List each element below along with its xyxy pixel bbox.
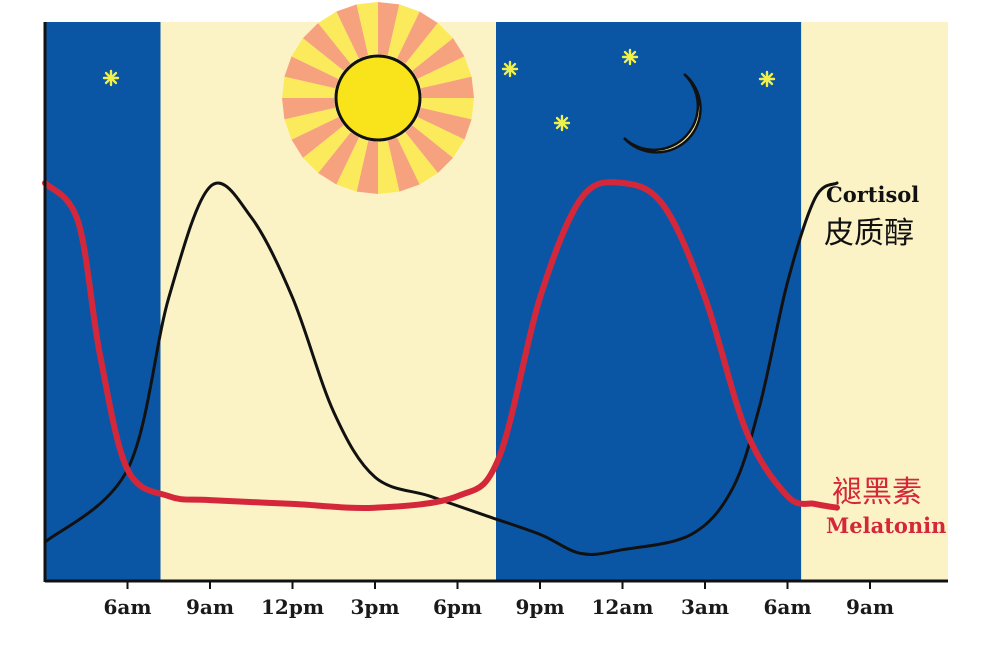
sun-ray bbox=[412, 117, 465, 158]
sun-ray bbox=[420, 98, 474, 120]
star-ray bbox=[503, 62, 517, 76]
sun-ray bbox=[378, 140, 400, 194]
sun-ray bbox=[302, 22, 351, 71]
sun-ray bbox=[282, 76, 336, 98]
sun-ray bbox=[284, 107, 339, 140]
sun-ray bbox=[417, 56, 472, 89]
tick-label: 9am bbox=[846, 595, 894, 619]
tick-label: 12am bbox=[592, 595, 654, 619]
sky-decorations bbox=[102, 2, 776, 194]
sun-ray bbox=[282, 98, 336, 120]
sun-ray bbox=[420, 76, 474, 98]
sun-icon bbox=[282, 2, 474, 194]
sun-ray bbox=[387, 4, 420, 59]
cortisol-label: Cortisol bbox=[826, 182, 919, 207]
star-icon bbox=[621, 48, 639, 66]
sun-ray bbox=[378, 2, 400, 56]
sun-ray bbox=[356, 2, 378, 56]
star-ray bbox=[555, 116, 569, 130]
sun-ray bbox=[412, 38, 465, 79]
sun-core bbox=[334, 54, 422, 142]
sun-ray bbox=[356, 140, 378, 194]
band-night-2 bbox=[496, 22, 802, 581]
sun-ray bbox=[302, 125, 351, 174]
sun-ray bbox=[405, 125, 454, 174]
series-cortisol bbox=[43, 181, 839, 556]
sun-ray bbox=[387, 137, 420, 192]
sun-ray bbox=[336, 4, 369, 59]
moon-icon bbox=[623, 73, 702, 154]
tick-label: 9am bbox=[186, 595, 234, 619]
tick-label: 3pm bbox=[350, 595, 399, 619]
melatonin-line bbox=[42, 179, 840, 511]
tick-label: 6am bbox=[763, 595, 811, 619]
tick-label: 9pm bbox=[515, 595, 564, 619]
x-axis-ticks: 6am 9am 12pm 3pm 6pm 9pm 12am 3am 6am 9am bbox=[103, 581, 894, 619]
moon-crescent bbox=[623, 73, 702, 154]
sun-ray bbox=[291, 117, 344, 158]
cortisol-line bbox=[43, 181, 839, 556]
star-icon bbox=[501, 60, 519, 78]
sun-ray bbox=[397, 11, 438, 64]
star-icon bbox=[553, 114, 571, 132]
melatonin-label-zh: 褪黑素 bbox=[832, 475, 922, 510]
sun-ray bbox=[318, 11, 359, 64]
sun-ray bbox=[336, 137, 369, 192]
star-icon bbox=[758, 70, 776, 88]
sun-ray bbox=[417, 107, 472, 140]
sun-ray bbox=[291, 38, 344, 79]
stars-group bbox=[102, 48, 776, 132]
tick-label: 12pm bbox=[261, 595, 324, 619]
series-melatonin bbox=[42, 179, 840, 511]
star-ray bbox=[623, 50, 637, 64]
tick-label: 6pm bbox=[433, 595, 482, 619]
band-day-3 bbox=[801, 22, 948, 581]
sun-ray bbox=[405, 22, 454, 71]
sun-ray bbox=[284, 56, 339, 89]
tick-label: 3am bbox=[681, 595, 729, 619]
plot-lines bbox=[42, 179, 840, 556]
star-icon bbox=[102, 69, 120, 87]
band-night-0 bbox=[45, 22, 161, 581]
melatonin-label: Melatonin bbox=[826, 513, 946, 538]
axes bbox=[43, 22, 948, 583]
cortisol-label-zh: 皮质醇 bbox=[824, 216, 914, 251]
tick-label: 6am bbox=[103, 595, 151, 619]
star-ray bbox=[760, 72, 774, 86]
sun-ray bbox=[397, 132, 438, 185]
star-ray bbox=[104, 71, 118, 85]
sun-ray bbox=[318, 132, 359, 185]
